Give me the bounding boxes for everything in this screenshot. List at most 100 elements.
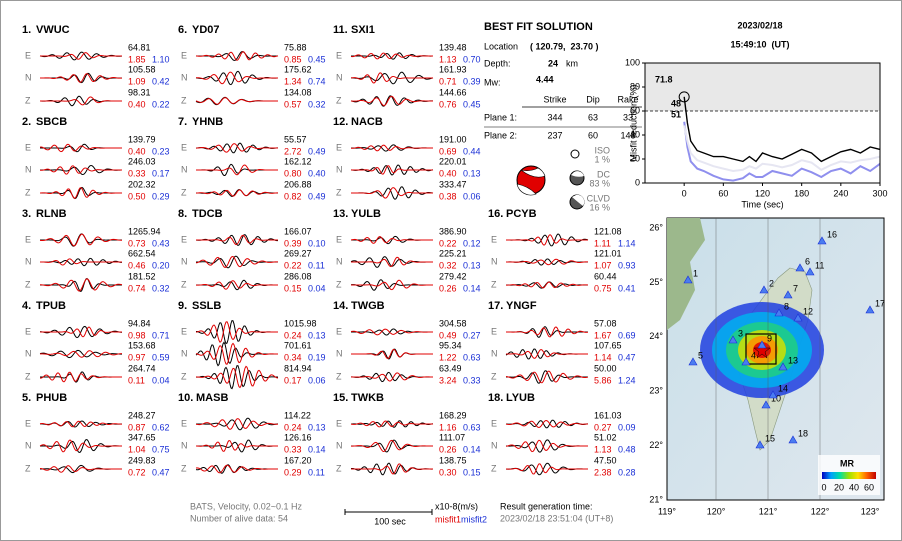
misfit2: 0.29 (152, 191, 170, 201)
synthetic-trace (350, 420, 434, 428)
amplitude: 220.01 (439, 156, 467, 166)
component-label: E (491, 326, 497, 336)
misfit2: 0.14 (308, 444, 326, 454)
misfit2: 0.28 (618, 467, 636, 477)
component-label: Z (491, 463, 497, 473)
amplitude: 153.68 (128, 340, 156, 350)
amplitude: 269.27 (284, 248, 312, 258)
station-marker (683, 275, 693, 284)
amplitude: 333.47 (439, 179, 467, 189)
misfit2: 0.74 (308, 76, 326, 86)
series-line (683, 121, 881, 182)
misfit1: 1.07 (594, 260, 612, 270)
time: 15:49:10 (UT) (730, 39, 789, 49)
station-number: 16 (827, 229, 837, 239)
station-name: YULB (351, 208, 381, 220)
station-name: LYUB (506, 392, 535, 404)
misfit1: 0.40 (128, 146, 146, 156)
synthetic-trace (351, 439, 433, 453)
misfit1: 1.22 (439, 352, 457, 362)
component-label: E (181, 326, 187, 336)
misfit2: 0.11 (308, 467, 325, 477)
misfit2: 0.23 (152, 146, 170, 156)
station-number: 18 (798, 428, 808, 438)
synthetic-trace (39, 371, 122, 383)
misfit2: 0.63 (463, 422, 481, 432)
table-header: Strike (543, 94, 566, 104)
misfit2: 0.22 (152, 99, 170, 109)
misfit1: 0.76 (439, 99, 457, 109)
synthetic-trace (351, 279, 434, 291)
amplitude: 701.61 (284, 340, 312, 350)
amplitude: 161.93 (439, 64, 467, 74)
scale-label: 100 sec (374, 516, 406, 526)
amplitude: 47.50 (594, 455, 617, 465)
station-id: 5. (22, 392, 31, 404)
y-tick-label: 0 (635, 177, 640, 187)
station-id: 17. (488, 300, 503, 312)
amplitude: 139.48 (439, 42, 467, 52)
component-label: N (25, 256, 32, 266)
source: BATS, Velocity, 0.02~0.1 Hz (190, 501, 302, 511)
component-label: N (336, 440, 343, 450)
iso-ball (570, 149, 580, 159)
component-label: E (491, 234, 497, 244)
component-label: N (181, 348, 188, 358)
y-tick-label: 20 (630, 153, 640, 163)
lat-label: 25° (649, 277, 663, 287)
mw: 4.44 (536, 74, 554, 84)
misfit1: 0.57 (284, 99, 302, 109)
synthetic-trace (351, 256, 433, 268)
plane-label: Plane 1: (484, 112, 517, 122)
station-number: 17 (875, 298, 885, 308)
station-marker (768, 390, 778, 399)
misfit2: 0.47 (152, 467, 170, 477)
misfit1: 0.75 (594, 283, 612, 293)
misfit2: 0.06 (308, 375, 326, 385)
unit: x10-8(m/s) (435, 501, 478, 511)
component-label: Z (25, 95, 31, 105)
misfit1: 0.32 (439, 260, 457, 270)
observed-trace (195, 365, 279, 390)
misfit2-legend: misfit2 (461, 514, 487, 524)
observed-trace (195, 417, 279, 431)
observed-trace (350, 95, 434, 107)
misfit1: 2.38 (594, 467, 612, 477)
misfit2: 0.40 (308, 168, 326, 178)
amplitude: 138.75 (439, 455, 467, 465)
misfit1: 0.38 (439, 191, 457, 201)
misfit1: 1.13 (439, 54, 457, 64)
station-name: PHUB (36, 392, 67, 404)
lon-label: 122° (811, 506, 830, 516)
synthetic-trace (195, 439, 278, 452)
depth-unit: km (566, 58, 578, 68)
amplitude: 162.12 (284, 156, 312, 166)
colorbar-tick: 60 (864, 482, 874, 492)
synthetic-trace (505, 348, 588, 359)
station-number: 9 (767, 333, 772, 343)
land-china (667, 218, 705, 330)
station-name: NACB (351, 116, 383, 128)
amplitude: 126.16 (284, 432, 312, 442)
colorbar (822, 472, 876, 479)
component-label: E (336, 142, 342, 152)
synthetic-trace (39, 465, 122, 473)
colorbar-tick: 0 (821, 482, 826, 492)
lat-label: 22° (649, 440, 663, 450)
misfit1: 1.13 (594, 444, 612, 454)
misfit2: 0.33 (463, 375, 481, 385)
misfit1: 0.87 (128, 422, 146, 432)
station-marker (755, 440, 765, 449)
misfit2: 0.69 (618, 330, 636, 340)
misfit1: 0.39 (284, 238, 302, 248)
lon-label: 121° (759, 506, 778, 516)
misfit1: 0.74 (128, 283, 146, 293)
misfit2: 0.70 (463, 54, 481, 64)
misfit2: 1.24 (618, 375, 636, 385)
station-id: 12. (333, 116, 348, 128)
synthetic-trace (40, 73, 123, 83)
synthetic-trace (195, 71, 278, 85)
amplitude: 1265.94 (128, 226, 161, 236)
station-number: 2 (769, 278, 774, 288)
observed-trace (39, 439, 122, 453)
